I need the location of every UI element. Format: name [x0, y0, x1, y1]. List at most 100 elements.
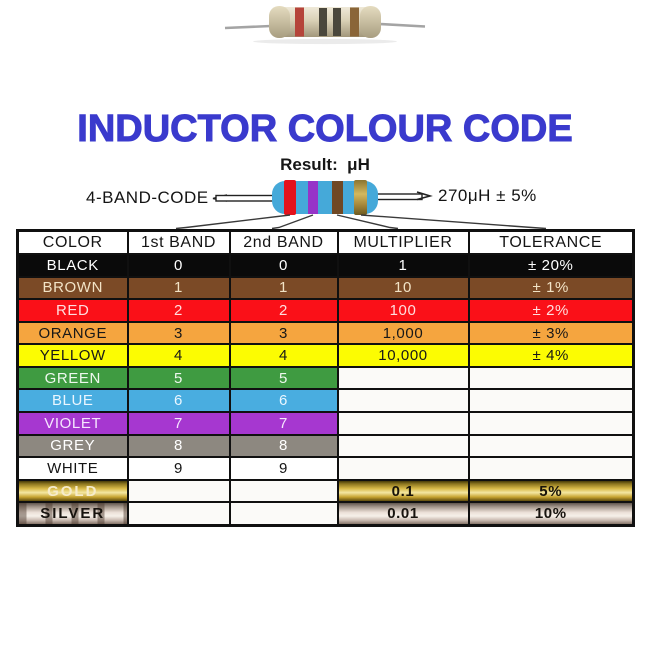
- photo-band-red: [295, 7, 304, 37]
- color-row: SILVER 0.01 10%: [16, 501, 635, 527]
- color-row: ORANGE 3 3 1,000 ± 3%: [16, 320, 635, 346]
- multiplier-cell: 1,000: [336, 320, 470, 346]
- band2-cell: 8: [228, 433, 339, 459]
- multiplier-cell: 1: [336, 253, 470, 278]
- multiplier-cell: [336, 388, 470, 414]
- band-2nd-violet: [308, 181, 318, 214]
- color-row: YELLOW 4 4 10,000 ± 4%: [16, 343, 635, 368]
- band1-cell: 8: [126, 433, 231, 459]
- color-name-cell: BLACK: [16, 253, 129, 278]
- band2-cell: 9: [228, 456, 339, 481]
- color-row: RED 2 2 100 ± 2%: [16, 298, 635, 323]
- color-name-cell: GREY: [16, 433, 129, 459]
- resistor-photo: [224, 6, 426, 45]
- tolerance-cell: [467, 433, 635, 459]
- band2-cell: 6: [228, 388, 339, 414]
- band1-cell: 2: [126, 298, 231, 323]
- photo-band-dark1: [319, 8, 327, 36]
- color-name-cell: BROWN: [16, 275, 129, 301]
- band2-cell: 4: [228, 343, 339, 368]
- result-label: Result: μH: [280, 155, 370, 174]
- color-name-cell: WHITE: [16, 456, 129, 481]
- column-header: MULTIPLIER: [336, 229, 470, 255]
- color-name-cell: ORANGE: [16, 320, 129, 346]
- multiplier-cell: [336, 411, 470, 436]
- band2-cell: 5: [228, 365, 339, 391]
- color-name-cell: BLUE: [16, 388, 129, 414]
- page-title: INDUCTOR COLOUR CODE: [77, 108, 573, 151]
- left-lead-wire: [215, 194, 275, 202]
- tolerance-cell: ± 3%: [467, 320, 635, 346]
- band-code-label: 4-BAND-CODE: [86, 188, 209, 207]
- color-code-table: COLOR 1st BAND 2nd BAND MULTIPLIER TOLERANCE…: [16, 229, 635, 527]
- multiplier-cell: 100: [336, 298, 470, 323]
- line-to-2nd-band-column: [271, 214, 314, 230]
- band2-cell: 1: [228, 275, 339, 301]
- multiplier-cell: [336, 433, 470, 459]
- line-to-multiplier-column: [336, 214, 399, 230]
- band1-cell: 4: [126, 343, 231, 368]
- right-lead-squiggle: [416, 191, 433, 201]
- band1-cell: 9: [126, 456, 231, 481]
- tolerance-cell: ± 4%: [467, 343, 635, 368]
- band-1st-red: [284, 180, 296, 215]
- column-header: COLOR: [16, 229, 129, 255]
- band1-cell: 1: [126, 275, 231, 301]
- band2-cell: 3: [228, 320, 339, 346]
- band2-cell: 7: [228, 411, 339, 436]
- table-header-row: COLOR 1st BAND 2nd BAND MULTIPLIER TOLERANCE: [16, 229, 635, 255]
- tolerance-cell: ± 2%: [467, 298, 635, 323]
- header-row: COLOR 1st BAND 2nd BAND MULTIPLIER TOLERANCE: [16, 229, 635, 255]
- band2-cell: [228, 478, 339, 504]
- band1-cell: 3: [126, 320, 231, 346]
- band2-cell: 0: [228, 253, 339, 278]
- multiplier-cell: 10: [336, 275, 470, 301]
- column-header: 2nd BAND: [228, 229, 339, 255]
- photo-band-brown: [350, 7, 359, 37]
- inductor-body: [272, 181, 378, 214]
- right-lead: [378, 22, 426, 28]
- color-name-cell: GOLD: [16, 478, 129, 504]
- band1-cell: [126, 501, 231, 527]
- band1-cell: 0: [126, 253, 231, 278]
- column-header: 1st BAND: [126, 229, 231, 255]
- color-name-cell: YELLOW: [16, 343, 129, 368]
- tolerance-cell: [467, 365, 635, 391]
- multiplier-cell: 10,000: [336, 343, 470, 368]
- multiplier-cell: [336, 365, 470, 391]
- tolerance-cell: 5%: [467, 478, 635, 504]
- multiplier-cell: 0.1: [336, 478, 470, 504]
- band1-cell: 6: [126, 388, 231, 414]
- band-multiplier-brown: [332, 181, 343, 214]
- color-row: GREY 8 8: [16, 433, 635, 459]
- photo-band-dark2: [333, 8, 341, 36]
- color-row: GOLD 0.1 5%: [16, 478, 635, 504]
- tolerance-cell: 10%: [467, 501, 635, 527]
- band-tolerance-gold: [354, 180, 367, 215]
- line-to-tolerance-column: [360, 214, 547, 230]
- band1-cell: [126, 478, 231, 504]
- color-name-cell: SILVER: [16, 501, 129, 527]
- multiplier-cell: 0.01: [336, 501, 470, 527]
- inductor-diagram: [175, 180, 547, 230]
- tolerance-cell: [467, 411, 635, 436]
- left-cap: [269, 6, 290, 38]
- color-name-cell: RED: [16, 298, 129, 323]
- color-row: GREEN 5 5: [16, 365, 635, 391]
- line-to-1st-band-column: [175, 214, 291, 230]
- color-row: WHITE 9 9: [16, 456, 635, 481]
- column-header: TOLERANCE: [467, 229, 635, 255]
- right-cap: [360, 6, 381, 38]
- band2-cell: 2: [228, 298, 339, 323]
- color-row: BLACK 0 0 1 ± 20%: [16, 253, 635, 278]
- left-lead: [224, 24, 272, 30]
- color-row: VIOLET 7 7: [16, 411, 635, 436]
- multiplier-cell: [336, 456, 470, 481]
- tolerance-cell: ± 1%: [467, 275, 635, 301]
- table-body: BLACK 0 0 1 ± 20% BROWN 1 1 10 ± 1% RED 2 2 100 ± 2% OR…: [16, 253, 635, 527]
- right-lead-wire: [375, 193, 423, 201]
- band1-cell: 7: [126, 411, 231, 436]
- tolerance-cell: ± 20%: [467, 253, 635, 278]
- band2-cell: [228, 501, 339, 527]
